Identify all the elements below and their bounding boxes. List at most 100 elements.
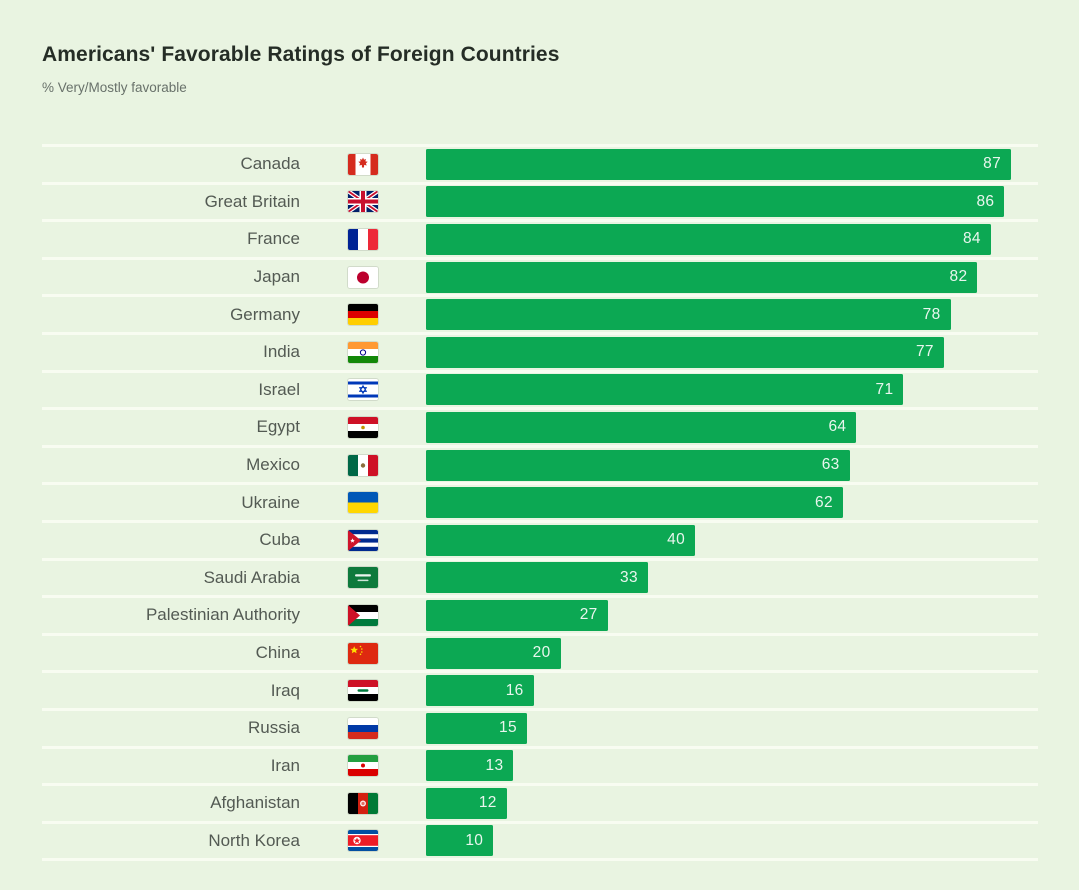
bar-value-label: 82: [949, 268, 968, 286]
flag-iraq-icon: [348, 680, 378, 702]
bar: 82: [426, 261, 978, 293]
bar: 86: [426, 186, 1005, 218]
flag-cell: [300, 341, 426, 363]
bar-value-label: 20: [532, 644, 551, 662]
bar-track: 77: [426, 336, 1038, 368]
flag-russia-icon: [348, 717, 378, 739]
bar-track: 27: [426, 599, 1038, 631]
chart-row: Palestinian Authority 27: [42, 595, 1038, 633]
bar: 62: [426, 487, 843, 519]
flag-cell: [300, 680, 426, 702]
bar: 40: [426, 524, 695, 556]
country-label: North Korea: [208, 830, 300, 850]
chart-row: Iran 13: [42, 745, 1038, 784]
flag-great-britain-icon: [348, 191, 378, 213]
chart-row: Japan 82: [42, 256, 1038, 295]
flag-cell: [300, 492, 426, 514]
chart-row: India 77: [42, 331, 1038, 370]
bar: 71: [426, 374, 904, 406]
bar-value-label: 84: [962, 230, 981, 248]
bar-track: 62: [426, 487, 1038, 519]
chart-row: Great Britain 86: [42, 181, 1038, 220]
chart-row: Egypt 64: [42, 407, 1038, 445]
country-label: France: [247, 229, 300, 249]
bar-value-label: 62: [815, 493, 833, 511]
flag-france-icon: [348, 228, 378, 250]
bar-value-label: 63: [821, 456, 840, 474]
flag-cell: [300, 830, 426, 852]
bar-track: 16: [426, 675, 1038, 707]
bar-value-label: 10: [465, 831, 484, 849]
bar-value-label: 71: [875, 380, 894, 398]
country-label: Germany: [230, 304, 300, 324]
bar: 12: [426, 787, 507, 819]
bar-value-label: 40: [667, 531, 685, 549]
flag-iran-icon: [348, 755, 378, 777]
flag-cuba-icon: [348, 529, 378, 551]
bar-value-label: 13: [485, 756, 504, 774]
bar: 16: [426, 675, 534, 707]
bar: 33: [426, 562, 648, 594]
bar-value-label: 27: [579, 606, 598, 624]
flag-egypt-icon: [348, 416, 378, 438]
chart-row: Cuba 40: [42, 519, 1038, 558]
bar-track: 71: [426, 374, 1038, 406]
bar: 78: [426, 299, 951, 331]
chart-row: France 84: [42, 219, 1038, 257]
bar-value-label: 15: [499, 719, 517, 737]
bar-track: 33: [426, 562, 1038, 594]
flag-palestinian-authority-icon: [348, 604, 378, 626]
country-label: Mexico: [246, 455, 300, 475]
bar-track: 64: [426, 411, 1038, 443]
flag-cell: [300, 755, 426, 777]
country-label: India: [263, 342, 300, 362]
bar-value-label: 12: [478, 794, 497, 812]
bar-track: 13: [426, 750, 1038, 782]
flag-north-korea-icon: [348, 830, 378, 852]
flag-cell: [300, 454, 426, 476]
bar: 87: [426, 148, 1011, 180]
flag-ukraine-icon: [348, 492, 378, 514]
chart-row: Germany 78: [42, 294, 1038, 332]
chart-subtitle: % Very/Mostly favorable: [42, 80, 187, 95]
bar-track: 78: [426, 299, 1038, 331]
bar-track: 86: [426, 186, 1038, 218]
flag-cell: [300, 228, 426, 250]
chart-row: North Korea 10: [42, 820, 1038, 862]
bar-value-label: 77: [915, 343, 934, 361]
bar-track: 10: [426, 825, 1038, 857]
bar: 15: [426, 712, 527, 744]
bar: 77: [426, 336, 944, 368]
bar: 10: [426, 825, 494, 857]
chart-title: Americans' Favorable Ratings of Foreign …: [42, 43, 560, 66]
bar-track: 87: [426, 148, 1038, 180]
bar: 64: [426, 411, 857, 443]
flag-cell: [300, 416, 426, 438]
chart-row: Canada 87: [42, 144, 1038, 182]
flag-cell: [300, 717, 426, 739]
flag-cell: [300, 191, 426, 213]
flag-cell: [300, 567, 426, 589]
country-label: Japan: [253, 267, 300, 287]
bar: 20: [426, 637, 561, 669]
bar-value-label: 33: [620, 568, 638, 586]
bar: 84: [426, 223, 991, 255]
chart-row: Ukraine 62: [42, 482, 1038, 520]
chart-row: Russia 15: [42, 707, 1038, 746]
flag-saudi-arabia-icon: [348, 567, 378, 589]
flag-cell: [300, 604, 426, 626]
bar-track: 40: [426, 524, 1038, 556]
flag-cell: [300, 304, 426, 326]
chart-row: Saudi Arabia 33: [42, 557, 1038, 596]
chart-row: Iraq 16: [42, 670, 1038, 708]
bar-track: 15: [426, 712, 1038, 744]
bar: 13: [426, 750, 514, 782]
flag-cell: [300, 153, 426, 175]
bar-value-label: 86: [976, 192, 995, 210]
bar-value-label: 16: [505, 681, 524, 699]
bar-value-label: 78: [922, 305, 941, 323]
country-label: Canada: [240, 154, 300, 174]
bar: 63: [426, 449, 850, 481]
bar-track: 63: [426, 449, 1038, 481]
country-label: China: [255, 643, 300, 663]
